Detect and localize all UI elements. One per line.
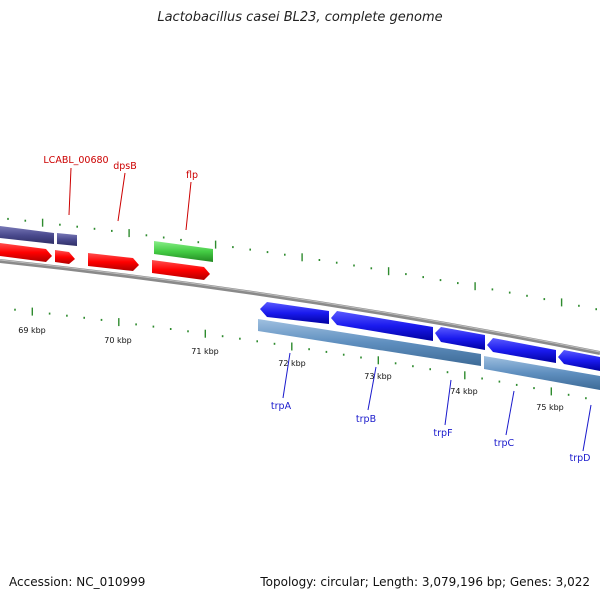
gene-purple-2 <box>57 233 77 246</box>
genome-backbone <box>0 259 600 355</box>
gene-steel-1 <box>258 319 481 366</box>
gene-label-trpc: trpC <box>494 438 515 449</box>
gene-red-2 <box>55 250 75 264</box>
gene-blue-trpF <box>435 327 485 350</box>
gene-label-trpa: trpA <box>271 401 292 412</box>
gene-label-trpb: trpB <box>356 414 376 425</box>
tick-marks <box>7 217 598 400</box>
genome-title: Lactobacillus casei BL23, complete genom… <box>157 10 443 25</box>
gene-label-lcabl-00680: LCABL_00680 <box>43 155 108 166</box>
kbp-label-70: 70 kbp <box>104 336 132 345</box>
kbp-label-74: 74 kbp <box>450 387 478 396</box>
kbp-label-69: 69 kbp <box>18 326 46 335</box>
genome-backbone-highlight <box>0 259 600 353</box>
genome-summary-text: Topology: circular; Length: 3,079,196 bp… <box>260 575 590 589</box>
gene-red-4 <box>152 260 210 280</box>
gene-red-3 <box>88 253 139 271</box>
gene-purple-1 <box>0 226 54 244</box>
gene-steel-2 <box>484 356 600 390</box>
kbp-label-75: 75 kbp <box>536 403 564 412</box>
gene-label-trpf: trpF <box>433 428 452 439</box>
kbp-label-73: 73 kbp <box>364 372 392 381</box>
kbp-label-71: 71 kbp <box>191 347 219 356</box>
gene-blue-trpA <box>260 302 329 324</box>
gene-red-1 <box>0 243 52 262</box>
gene-label-flp: flp <box>186 170 198 181</box>
accession-text: Accession: NC_010999 <box>9 575 146 589</box>
gene-green-flp <box>154 241 213 262</box>
kbp-label-72: 72 kbp <box>278 359 306 368</box>
label-leaders <box>68 167 592 452</box>
gene-blue-trpB <box>331 311 433 341</box>
gene-blue-trpC <box>487 338 556 363</box>
gene-label-trpd: trpD <box>570 453 591 464</box>
gene-label-dpsb: dpsB <box>113 161 137 172</box>
gene-blue-trpD <box>558 350 600 371</box>
